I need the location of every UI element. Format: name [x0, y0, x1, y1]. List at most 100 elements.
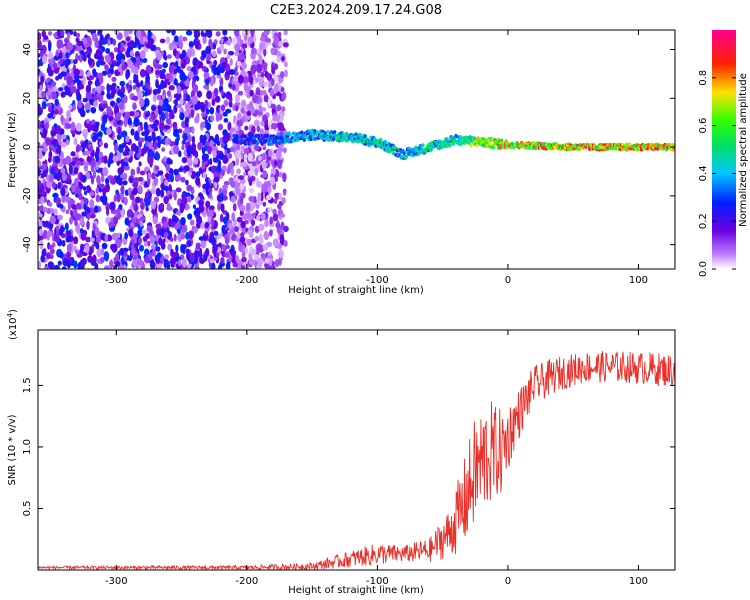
- heatmap-cell: [53, 208, 58, 216]
- heatmap-cell: [224, 100, 229, 106]
- heatmap-cell: [333, 130, 337, 134]
- heatmap-cell: [123, 196, 128, 206]
- heatmap-cell: [163, 254, 170, 260]
- heatmap-cell: [230, 244, 235, 252]
- heatmap-cell: [130, 243, 135, 250]
- heatmap-cell: [255, 77, 260, 83]
- heatmap-cell: [264, 257, 270, 264]
- heatmap-cell: [176, 228, 181, 235]
- heatmap-cell: [267, 254, 274, 260]
- heatmap-cell: [249, 169, 255, 178]
- heatmap-cell: [175, 244, 179, 253]
- heatmap-cell: [151, 208, 158, 215]
- heatmap-cell: [101, 187, 108, 193]
- heatmap-cell: [59, 251, 64, 259]
- heatmap-cell: [276, 133, 281, 137]
- heatmap-cell: [208, 38, 213, 48]
- heatmap-cell: [112, 38, 117, 46]
- heatmap-cell: [124, 231, 129, 240]
- heatmap-cell: [42, 206, 48, 213]
- heatmap-cell: [155, 223, 162, 229]
- heatmap-cell: [51, 181, 56, 189]
- heatmap-cell: [212, 150, 217, 158]
- heatmap-cell: [269, 257, 273, 267]
- heatmap-cell: [149, 158, 153, 168]
- snr-scale-factor: (x104): [6, 309, 19, 340]
- heatmap-cell: [226, 169, 231, 175]
- heatmap-cell: [231, 37, 238, 46]
- heatmap-cell: [144, 112, 150, 118]
- heatmap-cell: [105, 54, 112, 63]
- heatmap-cell: [210, 115, 215, 122]
- heatmap-cell: [50, 139, 57, 146]
- heatmap-cell: [60, 71, 67, 77]
- heatmap-cell: [243, 34, 248, 41]
- heatmap-cell: [248, 187, 255, 194]
- heatmap-cell: [259, 36, 266, 42]
- heatmap-cell: [166, 30, 172, 34]
- heatmap-cell: [252, 94, 259, 104]
- heatmap-cell: [145, 64, 152, 74]
- heatmap-cell: [119, 192, 125, 200]
- heatmap-cell: [96, 60, 101, 68]
- heatmap-cell: [58, 228, 64, 236]
- heatmap-cell: [38, 228, 43, 237]
- spectrogram-frame: [37, 29, 676, 270]
- heatmap-cell: [211, 98, 216, 106]
- heatmap-cell: [66, 110, 71, 119]
- heatmap-cell: [126, 41, 134, 47]
- heatmap-cell: [496, 143, 500, 147]
- heatmap-cell: [588, 147, 592, 151]
- heatmap-cell: [202, 36, 207, 44]
- heatmap-cell: [76, 223, 81, 232]
- heatmap-cell: [144, 191, 150, 200]
- heatmap-cell: [233, 30, 240, 37]
- heatmap-cell: [132, 95, 139, 101]
- heatmap-cell: [248, 258, 256, 266]
- heatmap-cell: [39, 84, 44, 91]
- heatmap-cell: [40, 75, 45, 84]
- heatmap-cell: [47, 87, 52, 96]
- heatmap-cell: [205, 30, 212, 37]
- heatmap-cell: [108, 115, 114, 122]
- heatmap-cell: [51, 81, 57, 87]
- heatmap-cell: [61, 266, 67, 269]
- heatmap-cell: [136, 90, 144, 100]
- heatmap-cell: [82, 52, 87, 62]
- heatmap-cell: [241, 256, 247, 263]
- heatmap-cell: [187, 213, 193, 220]
- heatmap-cell: [65, 178, 71, 185]
- heatmap-cell: [113, 265, 117, 269]
- heatmap-cell: [228, 69, 236, 76]
- heatmap-cell: [80, 174, 87, 183]
- heatmap-cell: [270, 122, 278, 130]
- heatmap-cell: [257, 192, 262, 202]
- heatmap-cell: [92, 68, 97, 77]
- heatmap-cell: [258, 223, 265, 231]
- heatmap-cell: [198, 250, 203, 256]
- heatmap-cell: [247, 230, 252, 235]
- heatmap-cell: [184, 121, 189, 128]
- heatmap-cell: [249, 89, 254, 97]
- heatmap-cell: [113, 216, 119, 225]
- heatmap-cell: [100, 256, 105, 264]
- heatmap-cell: [243, 82, 249, 92]
- heatmap-cell: [124, 217, 130, 226]
- heatmap-cell: [136, 166, 141, 175]
- heatmap-cell: [120, 58, 125, 65]
- heatmap-cell: [66, 42, 74, 51]
- spectrogram-ylabel: Frequency (Hz): [7, 112, 18, 188]
- heatmap-cell: [139, 137, 145, 143]
- heatmap-cell: [612, 146, 617, 151]
- heatmap-cell: [229, 58, 233, 66]
- heatmap-cell: [62, 258, 69, 267]
- heatmap-cell: [65, 117, 70, 124]
- heatmap-cell: [221, 243, 226, 250]
- heatmap-cell: [283, 30, 288, 36]
- heatmap-cell: [67, 201, 72, 211]
- heatmap-cell: [89, 213, 96, 219]
- heatmap-cell: [458, 134, 463, 139]
- heatmap-cell: [41, 91, 46, 98]
- heatmap-cell: [166, 263, 171, 269]
- colorbar-tick-label: 0.8: [698, 70, 709, 86]
